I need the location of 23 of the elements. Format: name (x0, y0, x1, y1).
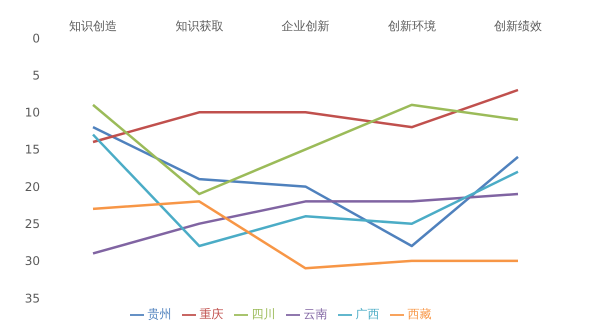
y-tick-label: 15 (24, 142, 40, 157)
line-series (92, 200, 520, 270)
line-series (92, 192, 520, 255)
y-tick-label: 35 (24, 291, 40, 306)
x-tick-label: 企业创新 (282, 19, 330, 33)
legend-label: 重庆 (200, 307, 224, 321)
legend-label: 云南 (304, 307, 328, 321)
y-tick-label: 25 (24, 216, 40, 231)
y-tick-label: 5 (32, 68, 40, 82)
x-tick-label: 知识获取 (175, 19, 224, 33)
x-tick-label: 创新绩效 (494, 19, 542, 33)
legend-label: 贵州 (148, 307, 172, 321)
x-tick-label: 创新环境 (388, 19, 436, 33)
y-tick-label: 10 (24, 106, 40, 120)
line-series (92, 88, 520, 144)
y-tick-label: 30 (24, 254, 40, 268)
legend-label: 广西 (356, 307, 380, 321)
x-tick-label: 知识创造 (69, 19, 117, 33)
y-tick-label: 0 (32, 31, 40, 46)
legend-label: 西藏 (408, 307, 432, 321)
legend-label: 四川 (252, 307, 276, 321)
line-series (92, 104, 520, 196)
y-tick-label: 20 (24, 180, 40, 194)
